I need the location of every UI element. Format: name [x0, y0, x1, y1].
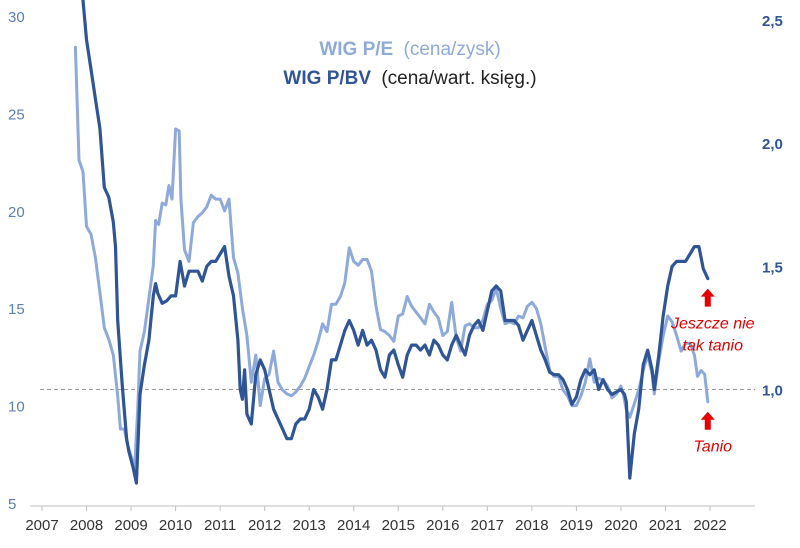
x-tick-label: 2020 — [604, 517, 637, 534]
x-tick-label: 2016 — [426, 517, 459, 534]
x-axis: 2007 2008 2009 2010 2011 2012 2013 2014 2015 2016… — [25, 505, 755, 534]
x-tick-label: 2017 — [471, 517, 504, 534]
left-tick-label: 20 — [8, 204, 25, 221]
right-axis: 1,0 1,5 2,0 2,5 — [762, 13, 783, 399]
x-tick-label: 2008 — [70, 517, 103, 534]
left-tick-label: 30 — [8, 9, 25, 26]
left-tick-label: 5 — [8, 496, 16, 513]
x-tick-label: 2019 — [560, 517, 593, 534]
series-line-pbv — [81, 0, 710, 485]
x-tick-label: 2012 — [248, 517, 281, 534]
annotation-arrow — [700, 411, 715, 430]
x-tick-label: 2009 — [114, 517, 147, 534]
annotation-text: Jeszcze nie — [670, 316, 755, 333]
x-tick-label: 2015 — [382, 517, 415, 534]
annotation-arrow — [700, 288, 715, 307]
left-tick-label: 25 — [8, 106, 25, 123]
annotations: Jeszcze nie tak tanio Tanio — [670, 288, 755, 456]
x-tick-label: 2018 — [515, 517, 548, 534]
right-tick-label: 1,5 — [762, 259, 783, 276]
title-pbv: WIG P/BV (cena/wart. księg.) — [283, 68, 536, 89]
left-tick-label: 15 — [8, 301, 25, 318]
x-tick-label: 2021 — [649, 517, 682, 534]
title-pe: WIG P/E (cena/zysk) — [319, 39, 500, 60]
series — [73, 0, 710, 485]
title-pbv-bold: WIG P/BV — [283, 68, 371, 89]
annotation-not-cheap: Jeszcze nie tak tanio — [670, 288, 755, 355]
left-axis: 5 10 15 20 25 30 — [8, 9, 25, 513]
x-tick-label: 2011 — [204, 517, 236, 534]
x-tick-label: 2013 — [293, 517, 326, 534]
title-pe-bold: WIG P/E — [319, 39, 393, 60]
annotation-text: Tanio — [693, 439, 732, 456]
title-pbv-rest: (cena/wart. księg.) — [381, 68, 536, 89]
x-tick-label: 2010 — [159, 517, 192, 534]
right-tick-label: 2,5 — [762, 13, 783, 30]
series-line-pe — [73, 45, 710, 470]
x-tick-label: 2022 — [693, 517, 726, 534]
x-tick-label: 2007 — [25, 517, 58, 534]
right-tick-label: 2,0 — [762, 136, 783, 153]
left-tick-label: 10 — [8, 399, 25, 416]
annotation-cheap: Tanio — [693, 411, 732, 456]
title-pe-rest: (cena/zysk) — [404, 39, 501, 60]
right-tick-label: 1,0 — [762, 382, 783, 399]
x-tick-label: 2014 — [337, 517, 370, 534]
annotation-text: tak tanio — [683, 338, 744, 355]
